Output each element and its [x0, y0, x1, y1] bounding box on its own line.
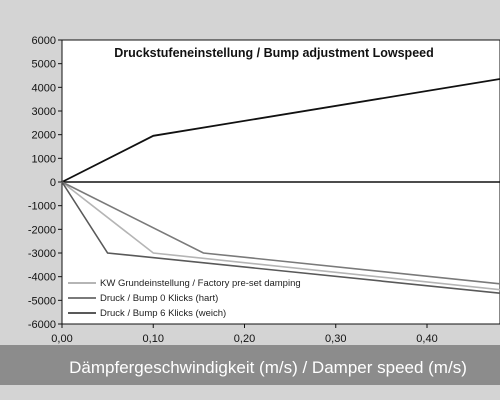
series-line [61, 181, 500, 291]
y-tick-label: -3000 [28, 248, 56, 260]
y-tick-label: 2000 [32, 130, 56, 142]
y-tick-label: 6000 [32, 35, 56, 47]
chart-title: Druckstufeneinstellung / Bump adjustment… [114, 46, 433, 60]
legend-entry: KW Grundeinstellung / Factory pre-set da… [100, 278, 301, 289]
x-tick-label: 0,00 [51, 333, 72, 345]
y-tick-label: -4000 [28, 272, 56, 284]
x-axis-band [0, 345, 500, 385]
series-line [61, 78, 500, 183]
y-tick-label: -5000 [28, 295, 56, 307]
y-tick-label: 5000 [32, 59, 56, 71]
y-tick-label: -6000 [28, 319, 56, 331]
series-line [61, 181, 500, 294]
y-tick-label: 0 [50, 177, 56, 189]
x-tick-label: 0,40 [416, 333, 437, 345]
legend-entry: Druck / Bump 0 Klicks (hart) [100, 293, 218, 304]
y-tick-label: -2000 [28, 224, 56, 236]
x-tick-label: 0,20 [234, 333, 255, 345]
legend-entry: Druck / Bump 6 Klicks (weich) [100, 308, 226, 319]
y-tick-label: 4000 [32, 82, 56, 94]
y-tick-label: 3000 [32, 106, 56, 118]
series-line [61, 181, 500, 285]
x-tick-label: 0,10 [143, 333, 164, 345]
y-tick-label: 1000 [32, 153, 56, 165]
x-axis-label: Dämpfergeschwindigkeit (m/s) / Damper sp… [69, 358, 467, 377]
y-tick-label: -1000 [28, 201, 56, 213]
x-tick-label: 0,30 [325, 333, 346, 345]
